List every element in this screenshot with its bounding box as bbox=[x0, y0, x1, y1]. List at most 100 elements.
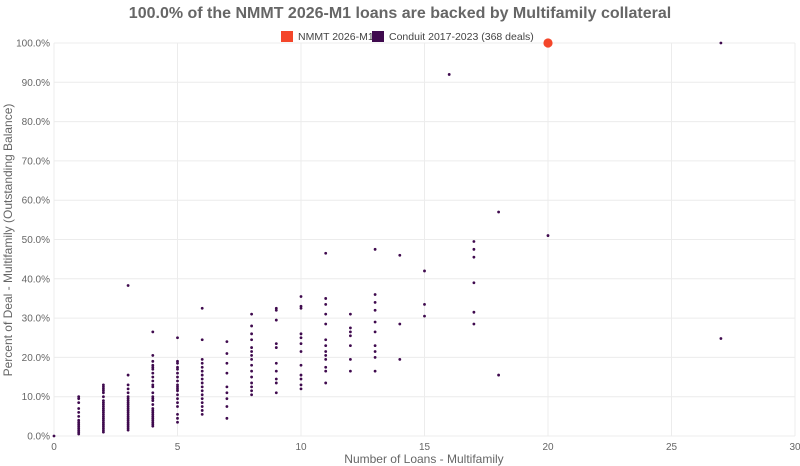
data-point-conduit[interactable] bbox=[102, 403, 105, 406]
data-point-conduit[interactable] bbox=[349, 312, 352, 316]
data-point-conduit[interactable] bbox=[225, 361, 229, 365]
data-point-conduit[interactable] bbox=[176, 389, 179, 393]
data-point-conduit[interactable] bbox=[349, 357, 352, 361]
data-point-conduit[interactable] bbox=[151, 354, 155, 357]
data-point-conduit[interactable] bbox=[102, 395, 105, 399]
data-point-conduit[interactable] bbox=[373, 344, 377, 348]
data-point-conduit[interactable] bbox=[102, 409, 105, 412]
data-point-conduit[interactable] bbox=[126, 399, 130, 403]
data-point-conduit[interactable] bbox=[299, 342, 303, 346]
data-point-conduit[interactable] bbox=[151, 407, 155, 410]
data-point-conduit[interactable] bbox=[373, 247, 377, 251]
data-point-conduit[interactable] bbox=[102, 407, 105, 410]
data-point-conduit[interactable] bbox=[497, 373, 500, 377]
data-point-conduit[interactable] bbox=[102, 416, 105, 420]
data-point-conduit[interactable] bbox=[151, 411, 155, 414]
data-point-conduit[interactable] bbox=[497, 210, 500, 214]
data-point-conduit[interactable] bbox=[719, 41, 723, 45]
data-point-conduit[interactable] bbox=[176, 420, 179, 424]
data-point-conduit[interactable] bbox=[151, 414, 155, 418]
data-point-conduit[interactable] bbox=[200, 373, 204, 377]
data-point-conduit[interactable] bbox=[126, 401, 130, 404]
data-point-conduit[interactable] bbox=[126, 412, 130, 416]
data-point-conduit[interactable] bbox=[373, 369, 377, 373]
data-point-conduit[interactable] bbox=[176, 387, 179, 391]
data-point-conduit[interactable] bbox=[77, 414, 81, 418]
data-point-conduit[interactable] bbox=[250, 393, 254, 397]
data-point-conduit[interactable] bbox=[274, 306, 278, 310]
data-point-conduit[interactable] bbox=[324, 381, 328, 385]
data-point-conduit[interactable] bbox=[274, 346, 278, 349]
data-point-conduit[interactable] bbox=[274, 377, 278, 381]
data-point-conduit[interactable] bbox=[472, 281, 476, 285]
data-point-conduit[interactable] bbox=[102, 405, 105, 408]
data-point-conduit[interactable] bbox=[225, 352, 229, 355]
legend-label-nmmt[interactable]: NMMT 2026-M1 bbox=[298, 31, 374, 43]
data-point-conduit[interactable] bbox=[225, 416, 229, 420]
data-point-conduit[interactable] bbox=[151, 367, 155, 371]
data-point-conduit[interactable] bbox=[126, 403, 130, 406]
data-point-conduit[interactable] bbox=[126, 391, 130, 395]
data-point-conduit[interactable] bbox=[299, 336, 303, 340]
data-point-conduit[interactable] bbox=[151, 391, 155, 395]
data-point-conduit[interactable] bbox=[225, 405, 229, 408]
data-point-conduit[interactable] bbox=[126, 383, 130, 387]
data-point-conduit[interactable] bbox=[200, 389, 204, 393]
data-point-conduit[interactable] bbox=[77, 432, 81, 436]
data-point-conduit[interactable] bbox=[126, 428, 130, 432]
data-point-conduit[interactable] bbox=[274, 342, 278, 346]
data-point-conduit[interactable] bbox=[77, 426, 81, 430]
data-point-conduit[interactable] bbox=[719, 337, 723, 340]
data-point-conduit[interactable] bbox=[200, 405, 204, 408]
data-point-conduit[interactable] bbox=[200, 377, 204, 381]
data-point-conduit[interactable] bbox=[151, 379, 155, 383]
data-point-conduit[interactable] bbox=[398, 253, 402, 257]
data-point-conduit[interactable] bbox=[176, 367, 179, 371]
data-point-conduit[interactable] bbox=[77, 411, 81, 414]
data-point-conduit[interactable] bbox=[126, 411, 130, 414]
data-point-conduit[interactable] bbox=[299, 383, 303, 387]
data-point-conduit[interactable] bbox=[324, 251, 328, 255]
data-point-conduit[interactable] bbox=[77, 401, 81, 404]
data-point-conduit[interactable] bbox=[373, 300, 377, 304]
data-point-conduit[interactable] bbox=[151, 363, 155, 367]
data-point-conduit[interactable] bbox=[176, 385, 179, 389]
data-point-conduit[interactable] bbox=[176, 393, 179, 397]
legend[interactable]: NMMT 2026-M1 Conduit 2017-2023 (368 deal… bbox=[281, 31, 534, 43]
data-point-conduit[interactable] bbox=[250, 363, 254, 367]
data-point-conduit[interactable] bbox=[472, 240, 476, 243]
data-point-conduit[interactable] bbox=[151, 416, 155, 420]
data-point-conduit[interactable] bbox=[126, 416, 130, 420]
data-point-conduit[interactable] bbox=[274, 381, 278, 385]
data-point-conduit[interactable] bbox=[102, 412, 105, 416]
data-point-conduit[interactable] bbox=[151, 397, 155, 401]
data-point-conduit[interactable] bbox=[250, 357, 254, 361]
data-point-conduit[interactable] bbox=[126, 424, 130, 428]
data-point-conduit[interactable] bbox=[126, 284, 130, 287]
data-point-conduit[interactable] bbox=[200, 409, 204, 412]
data-point-conduit[interactable] bbox=[373, 356, 377, 359]
data-point-conduit[interactable] bbox=[200, 397, 204, 401]
data-point-conduit[interactable] bbox=[324, 365, 328, 369]
data-point-conduit[interactable] bbox=[176, 359, 179, 363]
data-point-conduit[interactable] bbox=[250, 350, 254, 353]
data-point-conduit[interactable] bbox=[176, 375, 179, 379]
data-point-conduit[interactable] bbox=[151, 420, 155, 424]
data-point-conduit[interactable] bbox=[349, 326, 352, 330]
data-point-conduit[interactable] bbox=[299, 306, 303, 310]
data-point-conduit[interactable] bbox=[447, 73, 451, 76]
data-point-conduit[interactable] bbox=[250, 381, 254, 385]
data-point-conduit[interactable] bbox=[176, 371, 179, 375]
data-point-conduit[interactable] bbox=[299, 350, 303, 353]
data-point-conduit[interactable] bbox=[102, 418, 105, 422]
data-point-conduit[interactable] bbox=[225, 385, 229, 389]
data-point-conduit[interactable] bbox=[299, 387, 303, 391]
legend-label-conduit[interactable]: Conduit 2017-2023 (368 deals) bbox=[389, 31, 534, 43]
data-point-conduit[interactable] bbox=[200, 381, 204, 385]
data-point-conduit[interactable] bbox=[324, 350, 328, 353]
data-point-conduit[interactable] bbox=[102, 383, 105, 387]
data-point-conduit[interactable] bbox=[349, 334, 352, 338]
data-point-conduit[interactable] bbox=[324, 322, 328, 326]
data-point-conduit[interactable] bbox=[176, 336, 179, 340]
data-point-conduit[interactable] bbox=[102, 399, 105, 403]
